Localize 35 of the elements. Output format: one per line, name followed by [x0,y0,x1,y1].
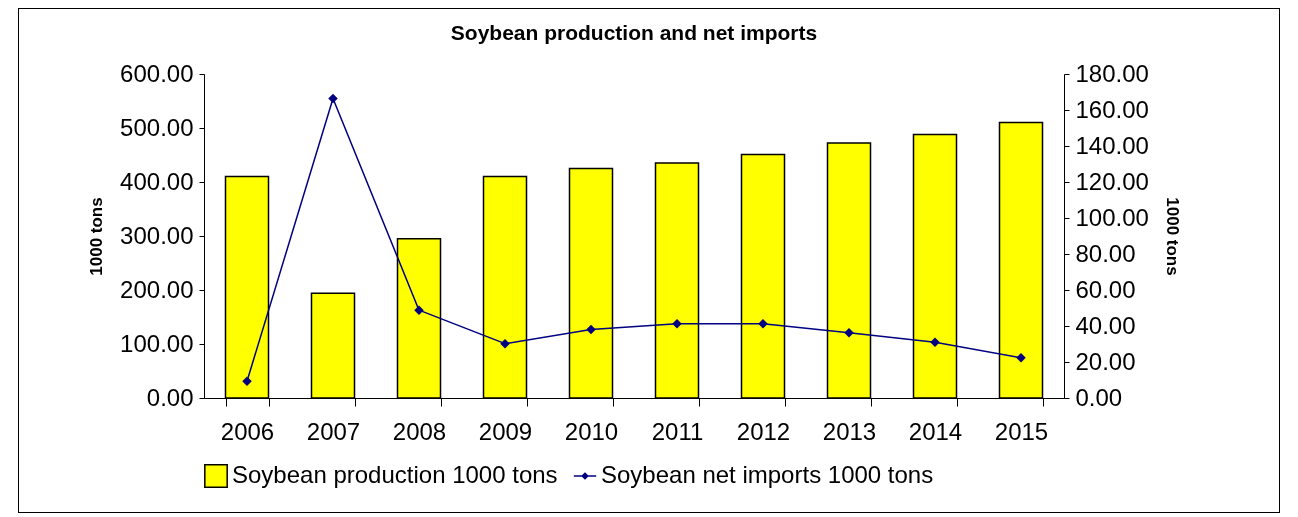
y2-tick-label: 20.00 [1075,347,1136,375]
x-tick-label: 2012 [736,417,791,445]
x-tick-label: 2008 [392,417,447,445]
point [586,324,596,335]
y-tick-label: 300.00 [120,221,194,249]
x-tick-label: 2011 [651,417,704,445]
y-tick-label: 400.00 [120,167,194,195]
x-tick-label: 2006 [220,417,275,445]
y2-tick-label: 140.00 [1075,131,1149,159]
y2-tick-label: 80.00 [1075,239,1136,267]
point [500,338,510,349]
x-tick-label: 2014 [908,417,963,445]
x-tick-label: 2013 [822,417,877,445]
y2-tick-label: 40.00 [1075,311,1136,339]
y-tick-label: 100.00 [120,329,194,357]
y2-tick-label: 120.00 [1075,167,1149,195]
y2-tick-label: 0.00 [1075,383,1123,411]
y-tick-label: 500.00 [120,113,194,141]
y2-tick-label: 100.00 [1075,203,1149,231]
x-tick-label: 2009 [478,417,533,445]
y2-axis-title: 1000 tons [1162,197,1182,276]
x-tick-label: 2010 [564,417,619,445]
y2-tick-label: 60.00 [1075,275,1136,303]
chart-title: Soybean production and net imports [450,21,818,44]
y-tick-label: 0.00 [146,383,194,411]
y-tick-label: 600.00 [120,59,194,87]
point [328,93,338,104]
legend-label: Soybean net imports 1000 tons [601,461,934,488]
legend-label: Soybean production 1000 tons [232,461,558,488]
y-axis-title: 1000 tons [87,197,107,276]
y2-tick-label: 160.00 [1075,95,1149,123]
y-tick-label: 200.00 [120,275,194,303]
x-tick-label: 2007 [306,417,361,445]
y2-tick-label: 180.00 [1075,59,1149,87]
x-tick-label: 2015 [994,417,1049,445]
